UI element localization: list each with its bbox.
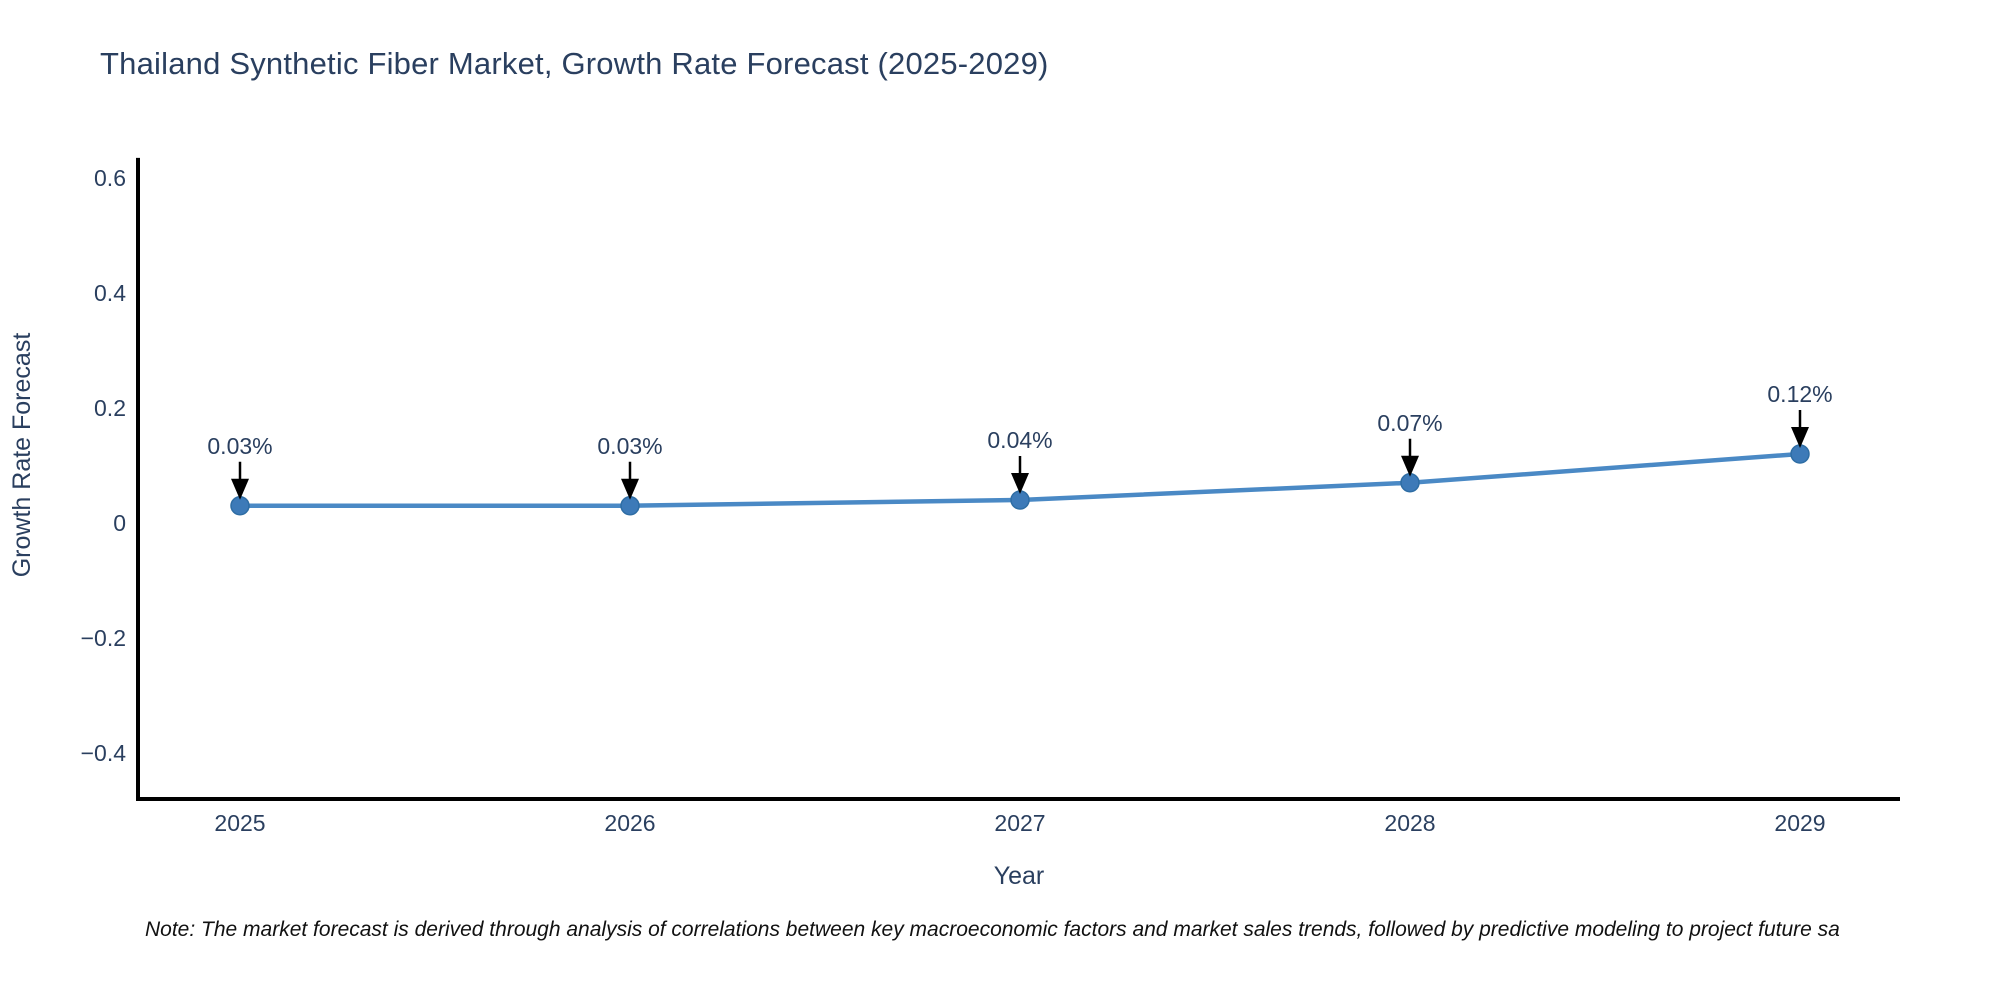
x-tick-label: 2029 — [1774, 810, 1825, 836]
y-tick-label: −0.2 — [81, 625, 126, 651]
x-tick-label: 2028 — [1384, 810, 1435, 836]
y-tick-label: 0 — [113, 510, 126, 536]
x-axis-title: Year — [994, 862, 1045, 890]
annotation-arrow-head — [1791, 427, 1809, 448]
annotation-arrow-head — [231, 478, 249, 500]
annotation-arrow-head — [621, 478, 639, 500]
y-tick-label: 0.4 — [94, 280, 126, 306]
footnote: Note: The market forecast is derived thr… — [145, 918, 1840, 941]
y-tick-label: 0.6 — [94, 165, 126, 191]
y-tick-label: 0.2 — [94, 395, 126, 421]
x-tick-label: 2025 — [214, 810, 265, 836]
annotation-arrow-head — [1401, 455, 1419, 477]
series-layer — [230, 444, 1810, 516]
annotation-label-2025: 0.03% — [207, 433, 272, 459]
x-tick-label: 2027 — [994, 810, 1045, 836]
axes-layer: 0.6 0.4 0.2 0 −0.2 −0.4 2025 2026 2027 2028 2029 — [81, 157, 1900, 836]
chart-title: Thailand Synthetic Fiber Market, Growth … — [100, 46, 1049, 81]
annotation-label-2027: 0.04% — [987, 427, 1052, 453]
annotation-layer: 0.03% 0.03% 0.04% 0.07% 0.12% — [207, 381, 1833, 500]
annotation-label-2029: 0.12% — [1767, 381, 1832, 407]
y-axis-title: Growth Rate Forecast — [8, 333, 36, 578]
annotation-arrow-head — [1011, 473, 1029, 494]
annotation-label-2028: 0.07% — [1377, 410, 1442, 436]
annotation-label-2026: 0.03% — [597, 433, 662, 459]
x-tick-label: 2026 — [604, 810, 655, 836]
y-tick-label: −0.4 — [81, 740, 127, 766]
